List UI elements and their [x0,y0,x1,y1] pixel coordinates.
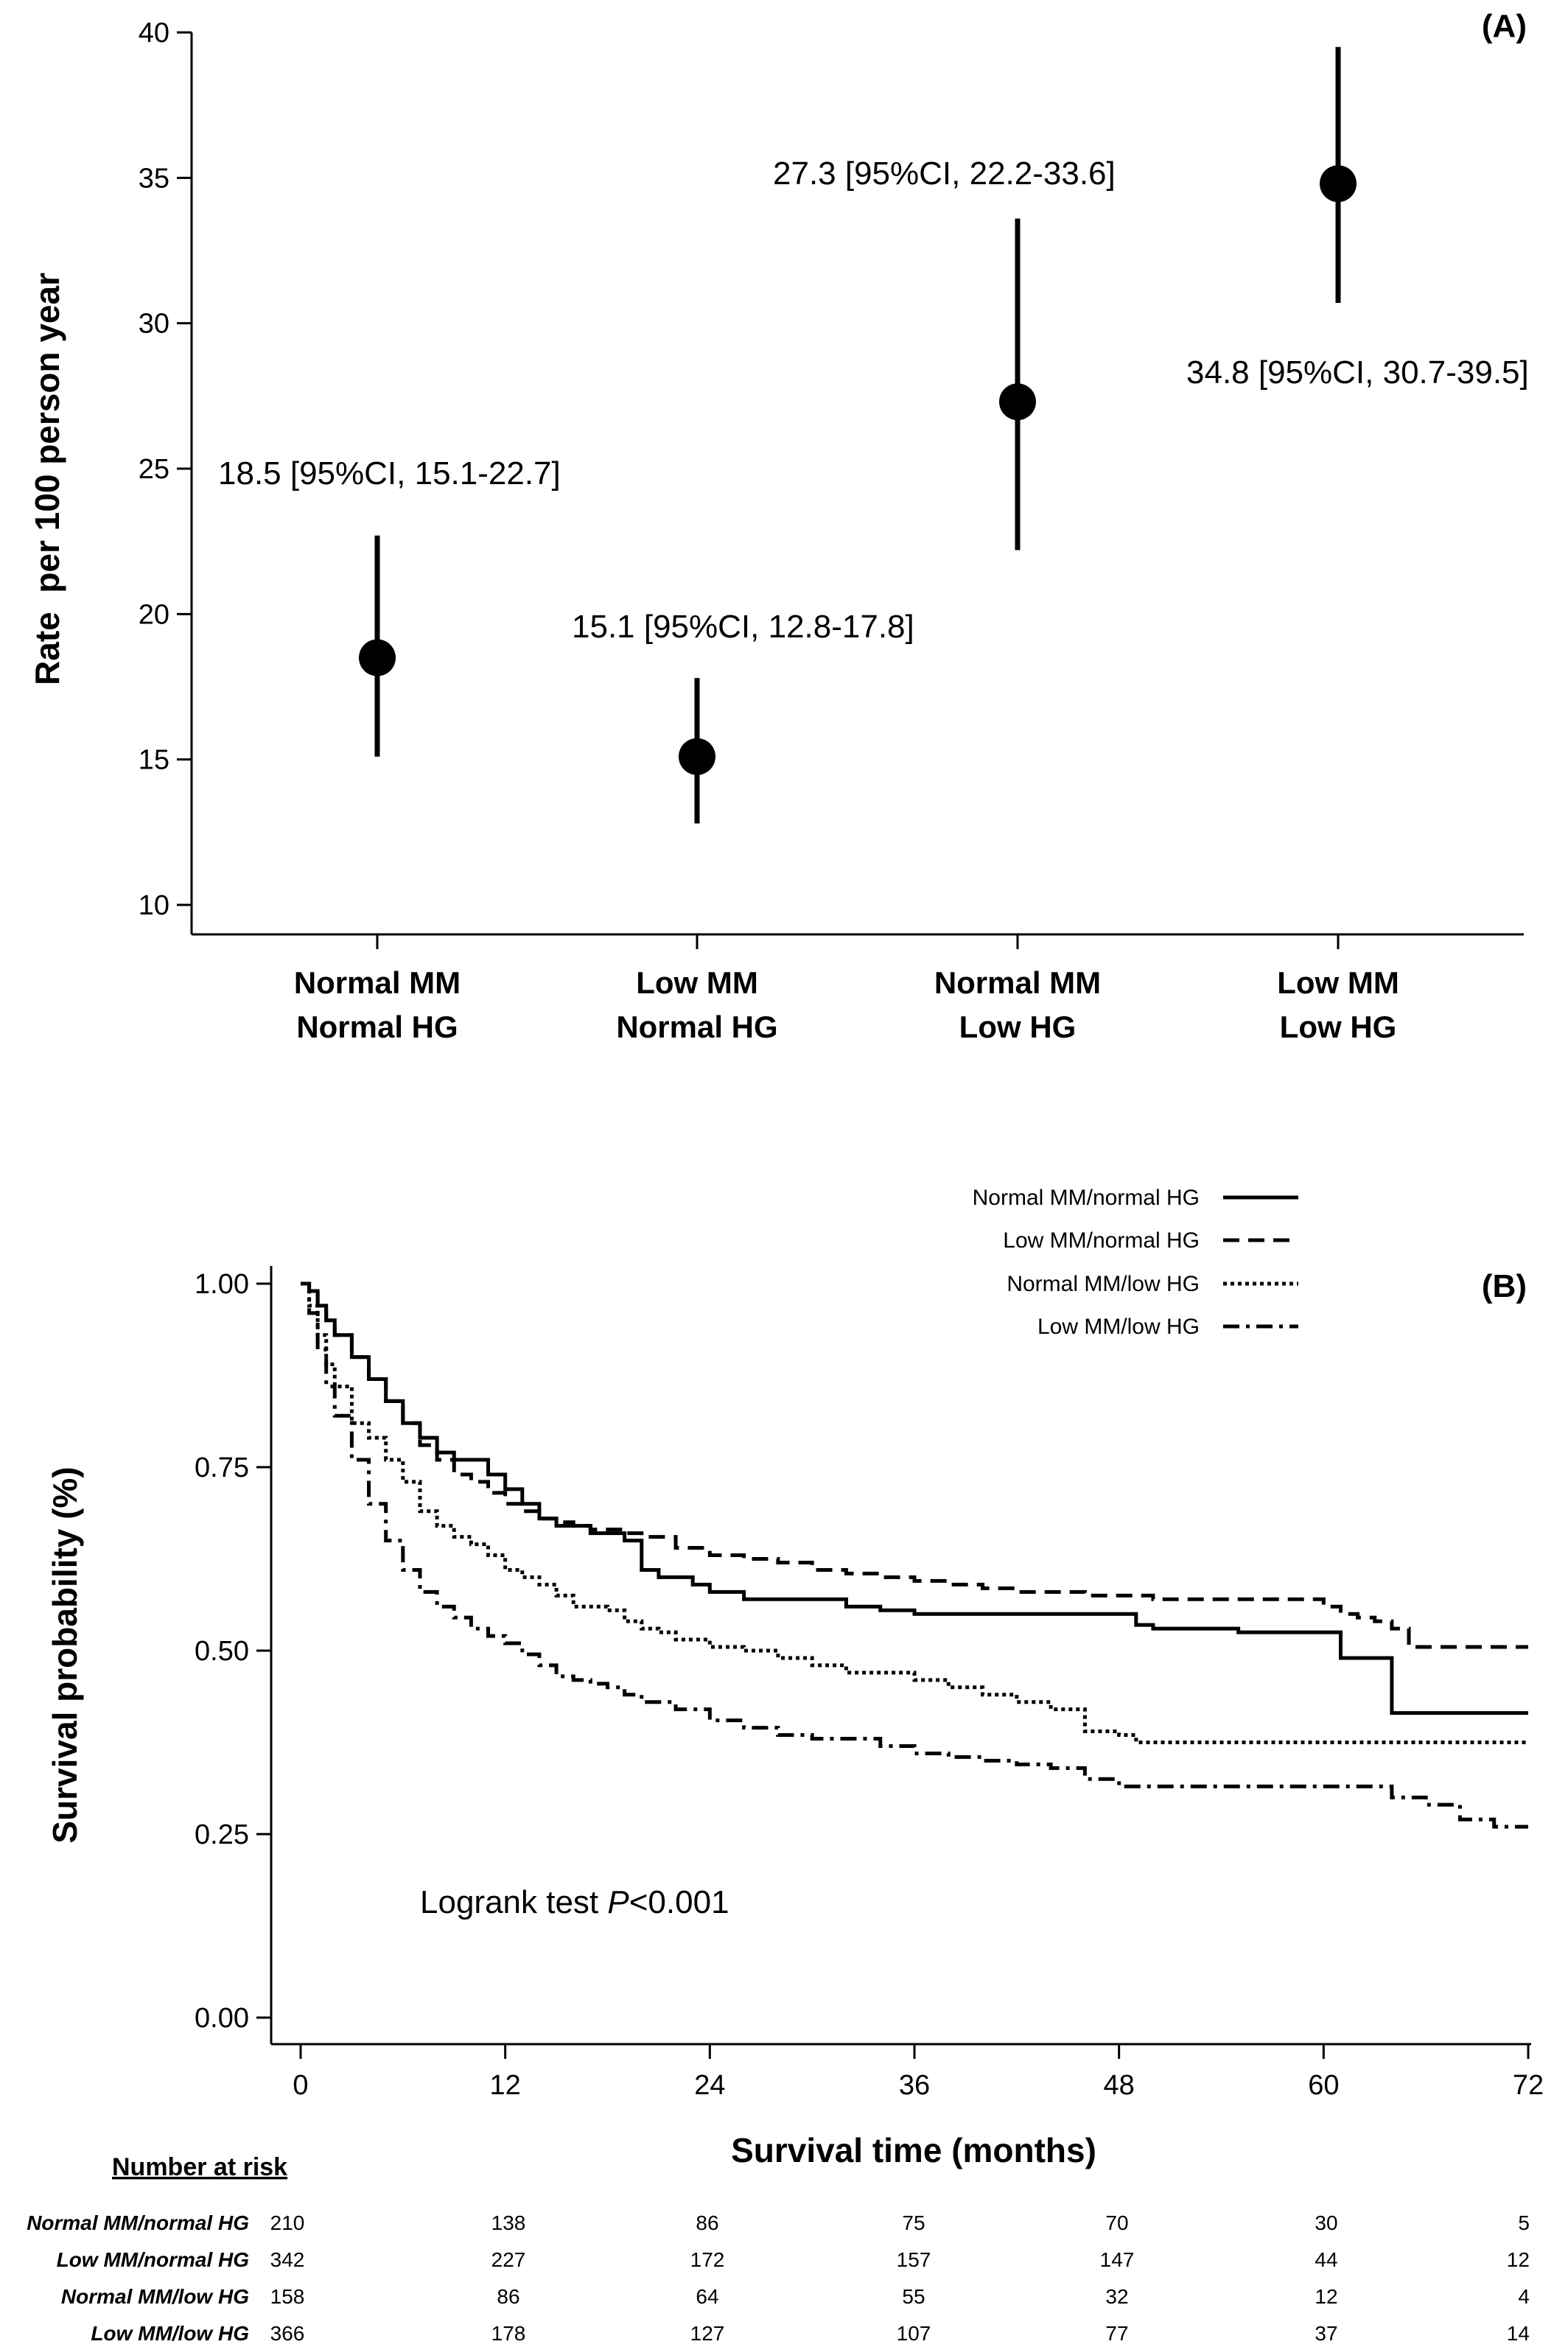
risk-value: 366 [270,2322,305,2345]
panel-b-x-axis-title: Survival time (months) [731,2131,1096,2169]
logrank-prefix: Logrank test [420,1884,607,1920]
risk-value: 30 [1315,2211,1337,2234]
panel-a-category-line: Normal HG [296,1010,458,1044]
panel-b-x-tick-label: 36 [899,2070,930,2101]
panel-a-category-line: Low MM [1277,965,1399,1000]
panel-b-y-axis-title: Survival probability (%) [46,1466,84,1843]
risk-value: 127 [690,2322,725,2345]
panel-b-y-tick-label: 0.50 [195,1636,249,1667]
panel-b-y-tick-label: 0.75 [195,1452,249,1483]
panel-b-logrank-annotation: Logrank test P<0.001 [420,1884,729,1920]
risk-value: 227 [491,2248,526,2271]
panel-b-x-tick-label: 60 [1308,2070,1339,2101]
risk-value: 158 [270,2285,305,2308]
risk-value: 14 [1507,2322,1530,2345]
risk-value: 157 [897,2248,931,2271]
panel-b-x-tick-label: 48 [1104,2070,1135,2101]
panel-a-point-label: 34.8 [95%CI, 30.7-39.5] [1186,354,1529,391]
panel-a-y-tick-label: 35 [139,163,169,194]
risk-row-label: Low MM/low HG [91,2322,249,2345]
panel-a-point [679,738,715,775]
panel-a-y-tick-label: 10 [139,890,169,921]
risk-value: 4 [1518,2285,1530,2308]
risk-value: 178 [491,2322,526,2345]
panel-a-category-line: Low HG [959,1010,1077,1044]
risk-row-label: Low MM/normal HG [57,2248,249,2271]
panel-a-y-tick-label: 30 [139,309,169,340]
panel-a-category-label: Low MM Low HG [1277,965,1399,1044]
panel-a-category-line: Normal MM [294,965,461,1000]
panel-a-category-line: Normal HG [616,1010,777,1044]
panel-b-legend-label: Normal MM/normal HG [973,1186,1200,1210]
panel-a-point-label: 18.5 [95%CI, 15.1-22.7] [218,455,561,492]
risk-value: 107 [897,2322,931,2345]
panel-a-point [1320,165,1357,203]
panel-b-x-tick-label: 0 [293,2070,308,2101]
risk-value: 37 [1315,2322,1337,2345]
panel-a-point [999,383,1036,421]
panel-a-label: (A) [1482,8,1527,44]
panel-a-category-label: Normal MM Normal HG [294,965,461,1044]
panel-b-x-tick-label: 72 [1513,2070,1544,2101]
panel-b-legend-label: Normal MM/low HG [1007,1272,1200,1296]
panel-a-y-tick-label: 25 [139,454,169,485]
panel-b-series-line-2 [301,1281,1528,1649]
panel-a-point-label: 15.1 [95%CI, 12.8-17.8] [572,609,914,645]
panel-b-y-tick-label: 0.25 [195,1819,249,1850]
logrank-p: P [607,1884,629,1920]
risk-value: 342 [270,2248,305,2271]
risk-table-title: Number at risk [112,2153,287,2181]
risk-value: 86 [497,2285,519,2308]
risk-value: 86 [696,2211,718,2234]
risk-value: 64 [696,2285,718,2308]
risk-value: 5 [1518,2211,1530,2234]
panel-a-category-line: Low HG [1280,1010,1397,1044]
panel-b-series-line-4 [301,1281,1528,1829]
risk-value: 32 [1105,2285,1128,2308]
risk-row-label: Normal MM/low HG [61,2285,249,2308]
panel-a-y-tick-label: 40 [139,18,169,49]
panel-a-point [359,639,396,676]
panel-a-point-label: 27.3 [95%CI, 22.2-33.6] [773,155,1116,192]
risk-value: 44 [1315,2248,1337,2271]
logrank-suffix: <0.001 [629,1884,729,1920]
risk-value: 138 [491,2211,526,2234]
panel-b-y-tick-label: 1.00 [195,1269,249,1300]
risk-value: 172 [690,2248,725,2271]
panel-a-category-line: Normal MM [934,965,1101,1000]
panel-b-x-tick-label: 12 [490,2070,521,2101]
panel-b-y-tick-label: 0.00 [195,2003,249,2034]
panel-a-y-axis-title: Rate per 100 person year [28,273,66,685]
panel-a-category-line: Low MM [636,965,758,1000]
risk-value: 147 [1100,2248,1135,2271]
panel-b-x-tick-label: 24 [694,2070,725,2101]
panel-b-label: (B) [1482,1268,1527,1304]
risk-value: 77 [1105,2322,1128,2345]
panel-b-legend-label: Low MM/low HG [1037,1315,1200,1339]
panel-a-y-tick-label: 15 [139,745,169,776]
risk-row-label: Normal MM/normal HG [27,2211,249,2234]
panel-a-category-label: Low MM Normal HG [616,965,777,1044]
risk-value: 75 [902,2211,925,2234]
risk-value: 55 [902,2285,925,2308]
risk-value: 12 [1507,2248,1530,2271]
panel-a-category-label: Normal MM Low HG [934,965,1101,1044]
panel-b-series-line-3 [301,1281,1528,1744]
panel-a-y-tick-label: 20 [139,599,169,630]
risk-value: 12 [1315,2285,1337,2308]
risk-value: 210 [270,2211,305,2234]
panel-b-series-line-1 [301,1281,1528,1715]
panel-b-legend-label: Low MM/normal HG [1003,1228,1200,1253]
risk-value: 70 [1105,2211,1128,2234]
